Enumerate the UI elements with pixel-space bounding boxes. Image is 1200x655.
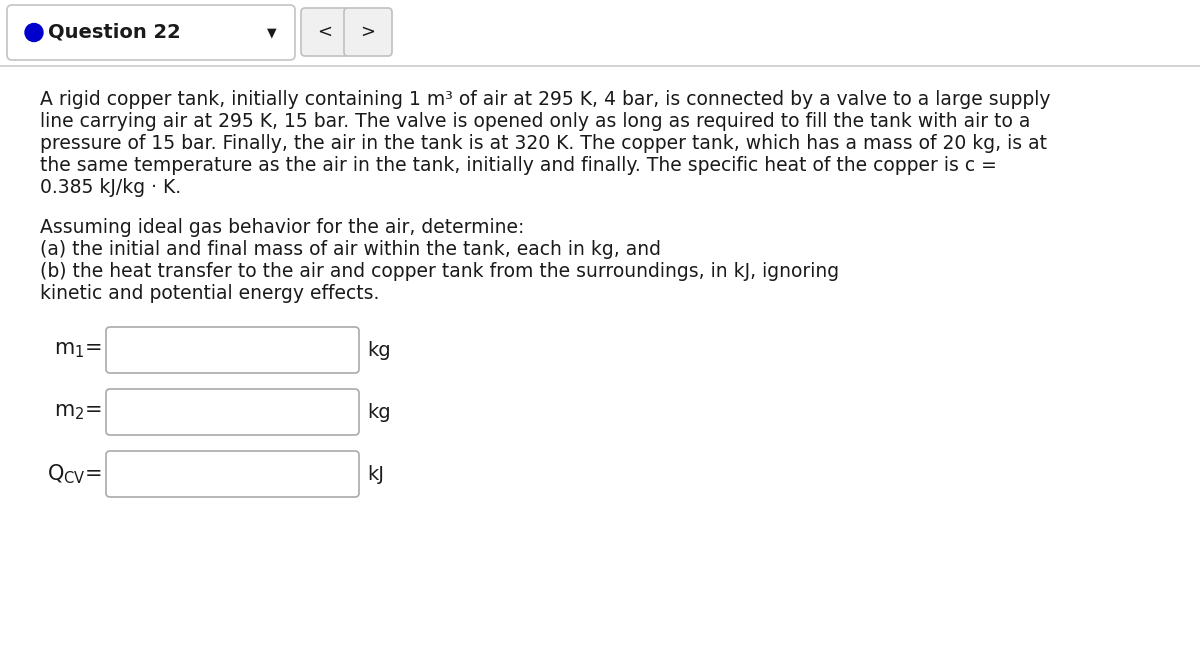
Text: the same temperature as the air in the tank, initially and finally. The specific: the same temperature as the air in the t… (40, 156, 997, 175)
Text: Q$_{\mathrm{CV}}$=: Q$_{\mathrm{CV}}$= (47, 462, 102, 486)
Text: A rigid copper tank, initially containing 1 m³ of air at 295 K, 4 bar, is connec: A rigid copper tank, initially containin… (40, 90, 1050, 109)
Text: ▼: ▼ (268, 26, 277, 39)
Text: kinetic and potential energy effects.: kinetic and potential energy effects. (40, 284, 379, 303)
Text: (a) the initial and final mass of air within the tank, each in kg, and: (a) the initial and final mass of air wi… (40, 240, 661, 259)
Text: (b) the heat transfer to the air and copper tank from the surroundings, in kJ, i: (b) the heat transfer to the air and cop… (40, 262, 839, 281)
FancyBboxPatch shape (106, 327, 359, 373)
Text: m$_1$=: m$_1$= (54, 340, 102, 360)
Text: Question 22: Question 22 (48, 23, 181, 42)
Text: kg: kg (367, 341, 391, 360)
FancyBboxPatch shape (344, 8, 392, 56)
FancyBboxPatch shape (106, 389, 359, 435)
Text: kg: kg (367, 403, 391, 422)
Text: <: < (318, 23, 332, 41)
FancyBboxPatch shape (301, 8, 349, 56)
Text: m$_2$=: m$_2$= (54, 402, 102, 422)
Circle shape (25, 24, 43, 41)
Text: kJ: kJ (367, 464, 384, 483)
Text: 0.385 kJ/kg · K.: 0.385 kJ/kg · K. (40, 178, 181, 197)
Text: line carrying air at 295 K, 15 bar. The valve is opened only as long as required: line carrying air at 295 K, 15 bar. The … (40, 112, 1031, 131)
Text: >: > (360, 23, 376, 41)
FancyBboxPatch shape (7, 5, 295, 60)
Text: Assuming ideal gas behavior for the air, determine:: Assuming ideal gas behavior for the air,… (40, 218, 524, 237)
FancyBboxPatch shape (106, 451, 359, 497)
Text: pressure of 15 bar. Finally, the air in the tank is at 320 K. The copper tank, w: pressure of 15 bar. Finally, the air in … (40, 134, 1046, 153)
